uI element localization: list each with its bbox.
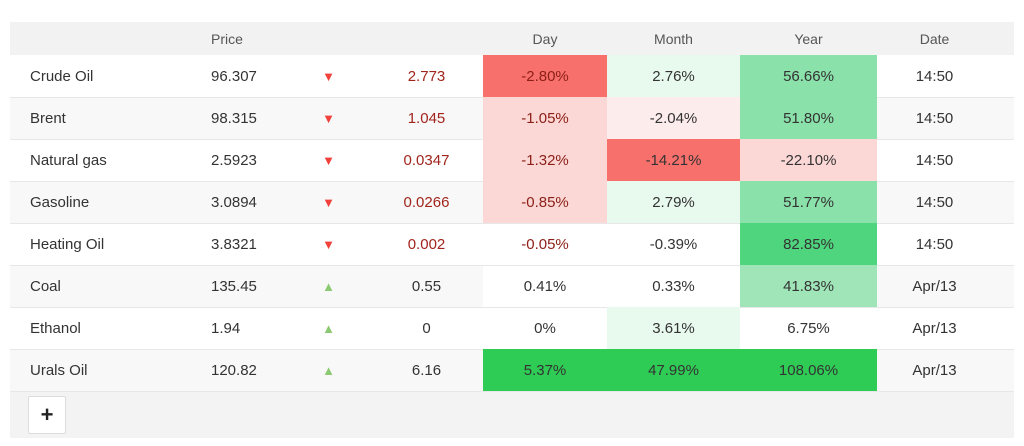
change-cell: 0.55: [348, 265, 483, 307]
date-cell: Apr/13: [877, 265, 1014, 307]
commodity-matrix: Price Day Month Year Date Crude Oil 96.30…: [10, 22, 1014, 391]
date-cell: Apr/13: [877, 307, 1014, 349]
day-cell: -1.32%: [483, 139, 607, 181]
price-cell: 96.307: [211, 68, 257, 85]
year-cell: 108.06%: [740, 349, 877, 391]
down-arrow-icon: ▼: [322, 237, 335, 252]
table-row: Natural gas 2.5923 ▼ 0.0347 -1.32% -14.21% -22…: [10, 139, 1014, 181]
year-cell: 56.66%: [740, 55, 877, 97]
date-cell: 14:50: [877, 181, 1014, 223]
day-cell: 5.37%: [483, 349, 607, 391]
year-cell: 51.77%: [740, 181, 877, 223]
table-row: Brent 98.315 ▼ 1.045 -1.05% -2.04% 51.80% 14:50: [10, 97, 1014, 139]
commodity-name[interactable]: Heating Oil: [10, 223, 170, 265]
day-cell: -0.85%: [483, 181, 607, 223]
date-cell: 14:50: [877, 139, 1014, 181]
direction-cell: ▼: [285, 97, 348, 139]
up-arrow-icon: ▲: [322, 363, 335, 378]
header-change: [348, 22, 483, 55]
commodity-table-body: Crude Oil 96.307 ▼ 2.773 -2.80% 2.76% 56.66% 14…: [10, 55, 1014, 391]
down-arrow-icon: ▼: [322, 153, 335, 168]
price-cell: 1.94: [170, 307, 285, 349]
commodity-name[interactable]: Urals Oil: [10, 349, 170, 391]
day-cell: -2.80%: [483, 55, 607, 97]
month-cell: 2.79%: [607, 181, 740, 223]
price-cell: 120.82: [170, 349, 285, 391]
day-cell: 0%: [483, 307, 607, 349]
table-header-row: Price Day Month Year Date: [10, 22, 1014, 55]
year-cell: 6.75%: [740, 307, 877, 349]
year-cell: -22.10%: [740, 139, 877, 181]
month-cell: -2.04%: [607, 97, 740, 139]
change-cell: 0.002: [348, 223, 483, 265]
price-cell: 2.5923: [170, 139, 285, 181]
commodity-name[interactable]: Coal: [10, 265, 170, 307]
day-cell: -0.05%: [483, 223, 607, 265]
commodity-name[interactable]: Ethanol: [10, 307, 170, 349]
change-cell: 1.045: [348, 97, 483, 139]
change-cell: 0.0347: [348, 139, 483, 181]
price-cell: 3.8321: [170, 223, 285, 265]
year-cell: 51.80%: [740, 97, 877, 139]
header-name: [10, 22, 170, 55]
add-commodity-button[interactable]: +: [28, 396, 66, 434]
month-cell: 2.76%: [607, 55, 740, 97]
commodity-name[interactable]: Crude Oil: [30, 68, 94, 85]
change-cell: 6.16: [348, 349, 483, 391]
header-price: Price: [170, 22, 285, 55]
direction-cell: ▼: [285, 55, 348, 97]
price-cell: 3.0894: [170, 181, 285, 223]
change-cell: 2.773: [407, 68, 446, 85]
day-cell: -1.05%: [483, 97, 607, 139]
commodity-name[interactable]: Natural gas: [10, 139, 170, 181]
down-arrow-icon: ▼: [322, 195, 335, 210]
month-cell: 3.61%: [607, 307, 740, 349]
table-row: Ethanol 1.94 ▲ 0 0% 3.61% 6.75% Apr/13: [10, 307, 1014, 349]
header-year: Year: [740, 22, 877, 55]
direction-cell: ▼: [285, 181, 348, 223]
commodity-name[interactable]: Brent: [10, 97, 170, 139]
table-row: Urals Oil 120.82 ▲ 6.16 5.37% 47.99% 108.06% Ap…: [10, 349, 1014, 391]
direction-cell: ▼: [285, 139, 348, 181]
month-cell: 47.99%: [607, 349, 740, 391]
change-cell: 0: [348, 307, 483, 349]
direction-cell: ▼: [285, 223, 348, 265]
table-footer: +: [10, 391, 1014, 438]
direction-cell: ▲: [285, 265, 348, 307]
table-row: Heating Oil 3.8321 ▼ 0.002 -0.05% -0.39% 82.85…: [10, 223, 1014, 265]
down-arrow-icon: ▼: [322, 69, 335, 84]
month-cell: -14.21%: [607, 139, 740, 181]
price-cell: 98.315: [170, 97, 285, 139]
year-cell: 41.83%: [740, 265, 877, 307]
header-arrow: [285, 22, 348, 55]
date-cell: 14:50: [877, 223, 1014, 265]
header-month: Month: [607, 22, 740, 55]
date-cell: Apr/13: [877, 349, 1014, 391]
month-cell: 0.33%: [607, 265, 740, 307]
header-date: Date: [877, 22, 1014, 55]
year-cell: 82.85%: [740, 223, 877, 265]
date-cell: 14:50: [915, 68, 954, 85]
month-cell: -0.39%: [607, 223, 740, 265]
table-row: Coal 135.45 ▲ 0.55 0.41% 0.33% 41.83% Apr/13: [10, 265, 1014, 307]
table-row: Crude Oil 96.307 ▼ 2.773 -2.80% 2.76% 56.66% 14…: [10, 55, 1014, 97]
commodity-name[interactable]: Gasoline: [10, 181, 170, 223]
table-row: Gasoline 3.0894 ▼ 0.0266 -0.85% 2.79% 51.77% 14…: [10, 181, 1014, 223]
down-arrow-icon: ▼: [322, 111, 335, 126]
direction-cell: ▲: [285, 307, 348, 349]
change-cell: 0.0266: [348, 181, 483, 223]
day-cell: 0.41%: [483, 265, 607, 307]
up-arrow-icon: ▲: [322, 321, 335, 336]
direction-cell: ▲: [285, 349, 348, 391]
header-day: Day: [483, 22, 607, 55]
price-cell: 135.45: [170, 265, 285, 307]
up-arrow-icon: ▲: [322, 279, 335, 294]
commodities-table: Price Day Month Year Date Crude Oil 96.30…: [10, 22, 1014, 438]
date-cell: 14:50: [877, 97, 1014, 139]
